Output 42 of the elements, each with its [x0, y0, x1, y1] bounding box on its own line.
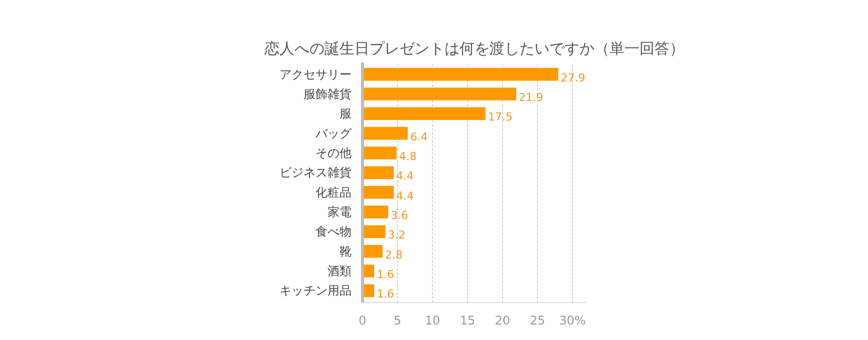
y-tick-label: その他	[316, 146, 352, 160]
data-label: 4.4	[396, 170, 414, 183]
x-tick-label: 20	[494, 314, 510, 328]
data-label: 3.2	[388, 228, 406, 242]
bar	[362, 146, 397, 160]
x-tick-label: 30%	[559, 314, 586, 328]
data-label: 21.9	[518, 90, 544, 104]
y-tick-label: 酒類	[328, 264, 352, 278]
x-tick-label: 0	[358, 314, 366, 328]
bar	[362, 107, 486, 120]
y-tick-label: 家電	[328, 205, 352, 220]
x-tick-label: 25	[530, 314, 546, 328]
bar	[362, 186, 394, 199]
y-tick-label: 服	[340, 106, 352, 121]
bar	[362, 244, 383, 258]
data-label: 27.9	[560, 71, 586, 84]
x-tick-label: 10	[424, 314, 440, 328]
bar	[362, 88, 516, 100]
y-tick-label: 食べ物	[316, 224, 352, 239]
data-label: 2.8	[385, 248, 403, 262]
y-tick-label: バッグ	[314, 126, 352, 140]
x-tick-label: 5	[394, 314, 402, 328]
data-label: 4.8	[399, 150, 417, 163]
bar	[362, 206, 388, 218]
data-label: 1.6	[376, 288, 394, 301]
y-tick-label: ビジネス雑貨	[280, 166, 352, 180]
bar	[362, 68, 558, 81]
y-tick-label: 靴	[340, 244, 352, 258]
chart-title: 恋人への誕生日プレゼントは何を渡したいですか（単一回答）	[264, 40, 684, 58]
y-tick-label: 服飾雑貨	[304, 86, 352, 101]
y-tick-label: キッチン用品	[280, 284, 352, 298]
data-label: 17.5	[488, 110, 512, 124]
bar	[362, 225, 386, 238]
x-tick-label: 15	[460, 314, 476, 328]
data-label: 4.4	[396, 189, 414, 202]
data-label: 6.4	[410, 130, 428, 144]
y-tick-label: 化粧品	[316, 185, 352, 200]
bar	[362, 126, 408, 140]
y-tick-label: アクセサリー	[280, 67, 352, 82]
bar	[362, 166, 394, 180]
data-label: 1.6	[376, 268, 394, 282]
data-label: 3.6	[390, 209, 408, 222]
